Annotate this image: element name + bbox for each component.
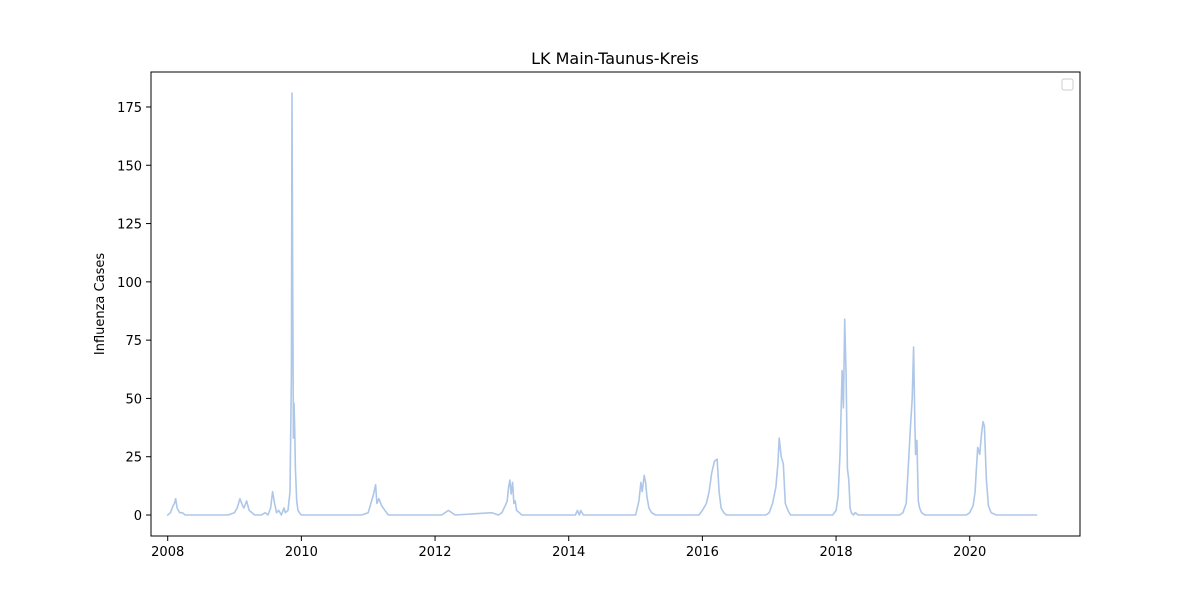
y-tick-label: 175	[117, 101, 142, 116]
x-tick-label: 2016	[686, 545, 719, 560]
x-tick-label: 2010	[285, 545, 318, 560]
x-tick-label: 2012	[418, 545, 451, 560]
series-line-0	[166, 92, 1038, 516]
y-axis-label: Influenza Cases	[93, 253, 108, 355]
y-tick-label: 75	[125, 334, 142, 349]
y-tick-label: 25	[125, 451, 142, 466]
plot-area: 2008 2010 2012 2014 2016 2018 2020 0 25 50 75 100 12…	[117, 92, 1038, 560]
y-tick-label: 50	[125, 392, 142, 407]
y-tick-label: 0	[134, 509, 142, 524]
chart-title: LK Main-Taunus-Kreis	[531, 49, 699, 68]
x-tick-label: 2018	[820, 545, 853, 560]
legend-box	[1061, 78, 1074, 91]
x-tick-label: 2020	[953, 545, 986, 560]
y-tick-label: 125	[117, 218, 142, 233]
x-tick-label: 2008	[151, 545, 184, 560]
x-tick-label: 2014	[552, 545, 585, 560]
axes-frame	[150, 71, 1081, 537]
y-tick-label: 100	[117, 276, 142, 291]
y-tick-label: 150	[117, 159, 142, 174]
